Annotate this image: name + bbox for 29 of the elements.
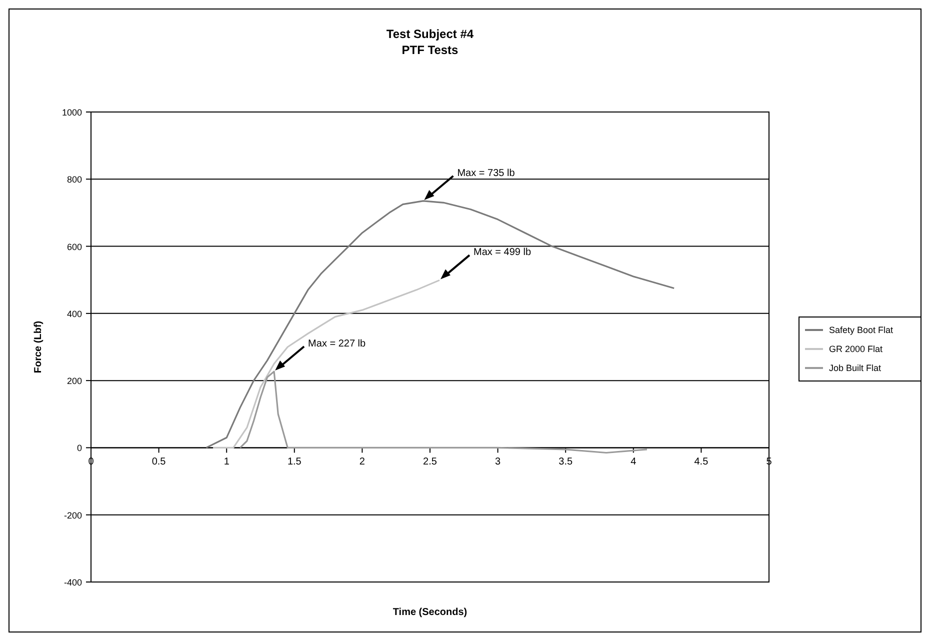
x-tick-label: 3 (495, 456, 502, 468)
x-tick-label: 1 (224, 456, 230, 468)
y-tick-label: -200 (64, 510, 82, 520)
x-tick-label: 3.5 (558, 456, 573, 468)
annotation: Max = 735 lb (457, 168, 516, 179)
y-tick-label: 0 (76, 443, 82, 454)
annotation: Max = 499 lb (473, 247, 532, 258)
legend-label: Job Built Flat (829, 363, 882, 373)
annotation: Max = 227 lb (308, 338, 366, 350)
x-tick-label: 2.5 (423, 456, 438, 468)
y-tick-label: -400 (64, 578, 82, 588)
legend-label: GR 2000 Flat (829, 344, 884, 354)
y-tick-label: 400 (66, 308, 82, 319)
x-tick-label: 4 (630, 456, 637, 468)
y-tick-label: 800 (66, 174, 82, 185)
y-tick-label: 600 (66, 242, 82, 252)
y-axis-title: Force (Lbf) (33, 320, 44, 374)
x-tick-label: 4.5 (694, 456, 709, 468)
y-tick-label: 1000 (62, 108, 82, 118)
x-tick-label: 0.5 (152, 456, 166, 468)
y-tick-label: 200 (66, 376, 82, 386)
legend-label: Safety Boot Flat (829, 325, 894, 335)
x-axis-title: Time (Seconds) (392, 607, 468, 618)
line-series (212, 279, 440, 449)
chart-subtitle: PTF Tests (402, 43, 459, 57)
x-tick-label: 2 (359, 456, 366, 468)
chart-title: Test Subject #4 (386, 27, 474, 41)
line-series (239, 370, 648, 454)
x-tick-label: 1.5 (287, 456, 302, 468)
